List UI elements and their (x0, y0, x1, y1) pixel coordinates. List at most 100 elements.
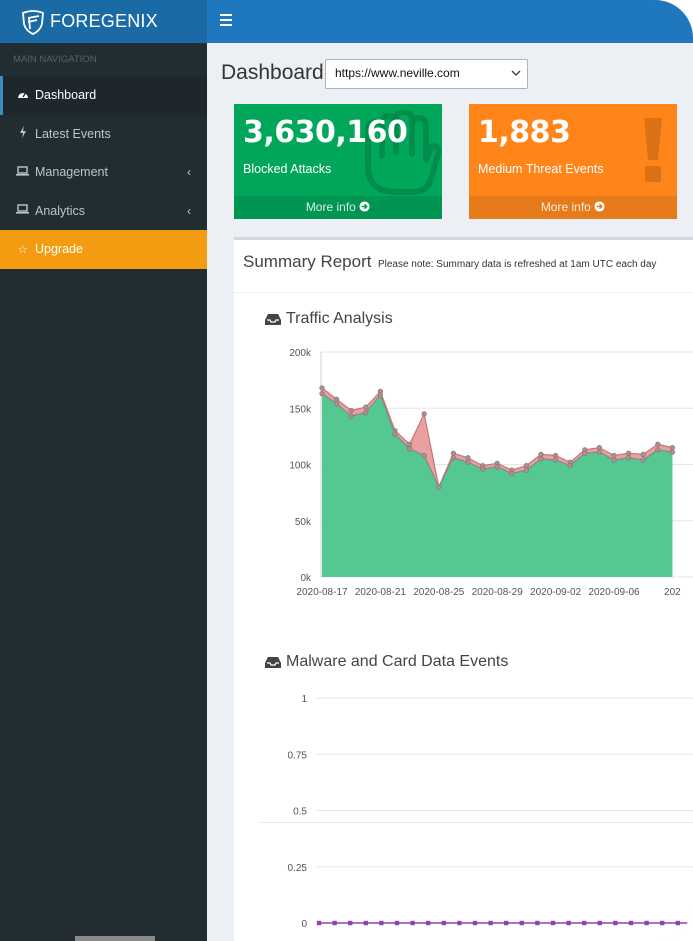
sidebar-item-label: Upgrade (35, 242, 83, 257)
divider (234, 292, 693, 293)
data-point (377, 392, 383, 398)
data-point (407, 446, 413, 452)
more-info-label: More info (540, 200, 591, 214)
arrow-circle-right-icon (594, 201, 605, 212)
malware-events-chart: 0 0.25 0.5 0.75 1 (288, 694, 693, 930)
data-point (655, 447, 661, 453)
site-select-value: https://www.neville.com (335, 66, 460, 80)
chevron-left-icon: ‹ (187, 203, 191, 218)
data-point (348, 413, 354, 419)
inbox-icon (265, 656, 281, 668)
data-point (363, 410, 369, 416)
chevron-down-icon (511, 70, 521, 76)
data-point (644, 920, 649, 926)
series-area (322, 393, 673, 577)
traffic-analysis-heading: Traffic Analysis (265, 310, 393, 328)
sidebar-toggle-icon[interactable] (220, 14, 232, 26)
data-point (407, 441, 413, 447)
x-tick-label: 2020-08-17 (296, 587, 348, 598)
summary-report-title: Summary Report (243, 252, 372, 271)
bolt-icon (16, 126, 29, 141)
x-tick-label: 2020-08-29 (472, 587, 524, 598)
data-point (363, 920, 368, 926)
data-point (596, 449, 603, 455)
summary-report-header: Summary Report Please note: Summary data… (243, 252, 656, 272)
hand-stop-icon (365, 110, 442, 195)
page-title: Dashboard (221, 61, 324, 84)
data-point (628, 920, 634, 926)
x-tick-label: 2020-08-21 (355, 587, 407, 598)
sidebar-item-upgrade[interactable]: ☆ Upgrade (0, 230, 207, 269)
data-point (421, 411, 427, 417)
laptop-icon (16, 166, 29, 179)
brand-logo[interactable]: FOREGENIX (0, 0, 207, 43)
medium-threat-value: 1,883 (478, 115, 571, 150)
y-tick-label: 150k (289, 404, 312, 415)
x-tick-label: 2020-08-25 (413, 587, 465, 598)
summary-report-panel: Summary Report Please note: Summary data… (234, 237, 693, 941)
data-point (550, 920, 556, 926)
dashboard-icon (16, 89, 29, 102)
brand-name: FOREGENIX (50, 11, 158, 31)
sidebar-item-management[interactable]: Management ‹ (0, 153, 207, 192)
site-select[interactable]: https://www.neville.com (325, 59, 528, 89)
x-tick-label: 202 (664, 587, 681, 598)
medium-threat-label: Medium Threat Events (478, 162, 604, 176)
data-point (626, 455, 632, 461)
medium-threat-more-info-link[interactable]: More info (469, 196, 677, 219)
stat-box-medium-threat-events: 1,883 Medium Threat Events More info (469, 104, 677, 219)
data-point (596, 445, 603, 451)
sidebar-item-analytics[interactable]: Analytics ‹ (0, 192, 207, 231)
data-point (660, 920, 665, 926)
data-point (655, 441, 661, 447)
data-point (538, 451, 544, 457)
data-point (363, 404, 369, 410)
data-point (392, 431, 398, 437)
data-point (582, 450, 588, 456)
data-point (394, 920, 400, 926)
data-point (436, 484, 442, 490)
sidebar-item-dashboard[interactable]: Dashboard (0, 76, 207, 115)
data-point (567, 463, 573, 469)
stat-box-blocked-attacks: 3,630,160 Blocked Attacks More info (234, 104, 442, 219)
data-point (519, 920, 524, 926)
data-point (494, 464, 500, 470)
x-tick-label: 2020-09-02 (530, 587, 582, 598)
data-point (691, 920, 693, 926)
y-tick-label: 200k (289, 348, 312, 359)
data-point (553, 452, 559, 459)
data-point (348, 407, 354, 414)
data-point (626, 450, 632, 456)
blocked-attacks-value: 3,630,160 (243, 115, 408, 150)
data-point (421, 452, 427, 459)
data-point (319, 391, 325, 397)
data-point (669, 445, 676, 451)
laptop-icon (16, 204, 29, 217)
data-point (509, 470, 515, 477)
malware-events-title: Malware and Card Data Events (286, 653, 509, 670)
data-point (553, 457, 559, 463)
blocked-attacks-label: Blocked Attacks (243, 162, 332, 176)
chevron-left-icon: ‹ (187, 165, 191, 179)
y-tick-label: 0.75 (288, 750, 308, 761)
data-point (316, 920, 322, 926)
y-tick-label: 50k (295, 517, 312, 528)
data-point (465, 459, 471, 465)
arrow-circle-right-icon (359, 201, 370, 212)
data-point (538, 456, 544, 462)
blocked-attacks-more-info-link[interactable]: More info (234, 196, 442, 219)
sidebar-item-latest-events[interactable]: Latest Events (0, 115, 207, 154)
data-point (504, 920, 509, 926)
data-point (426, 920, 431, 926)
sidebar-item-label: Latest Events (35, 126, 111, 141)
data-point (333, 396, 340, 402)
data-point (640, 457, 646, 463)
data-point (597, 920, 602, 926)
data-point (566, 920, 571, 926)
sidebar-item-label: Dashboard (35, 88, 97, 103)
star-icon: ☆ (17, 243, 28, 256)
horizontal-scrollbar[interactable] (75, 936, 155, 941)
data-point (675, 920, 680, 926)
x-tick-label: 2020-09-06 (588, 587, 640, 598)
